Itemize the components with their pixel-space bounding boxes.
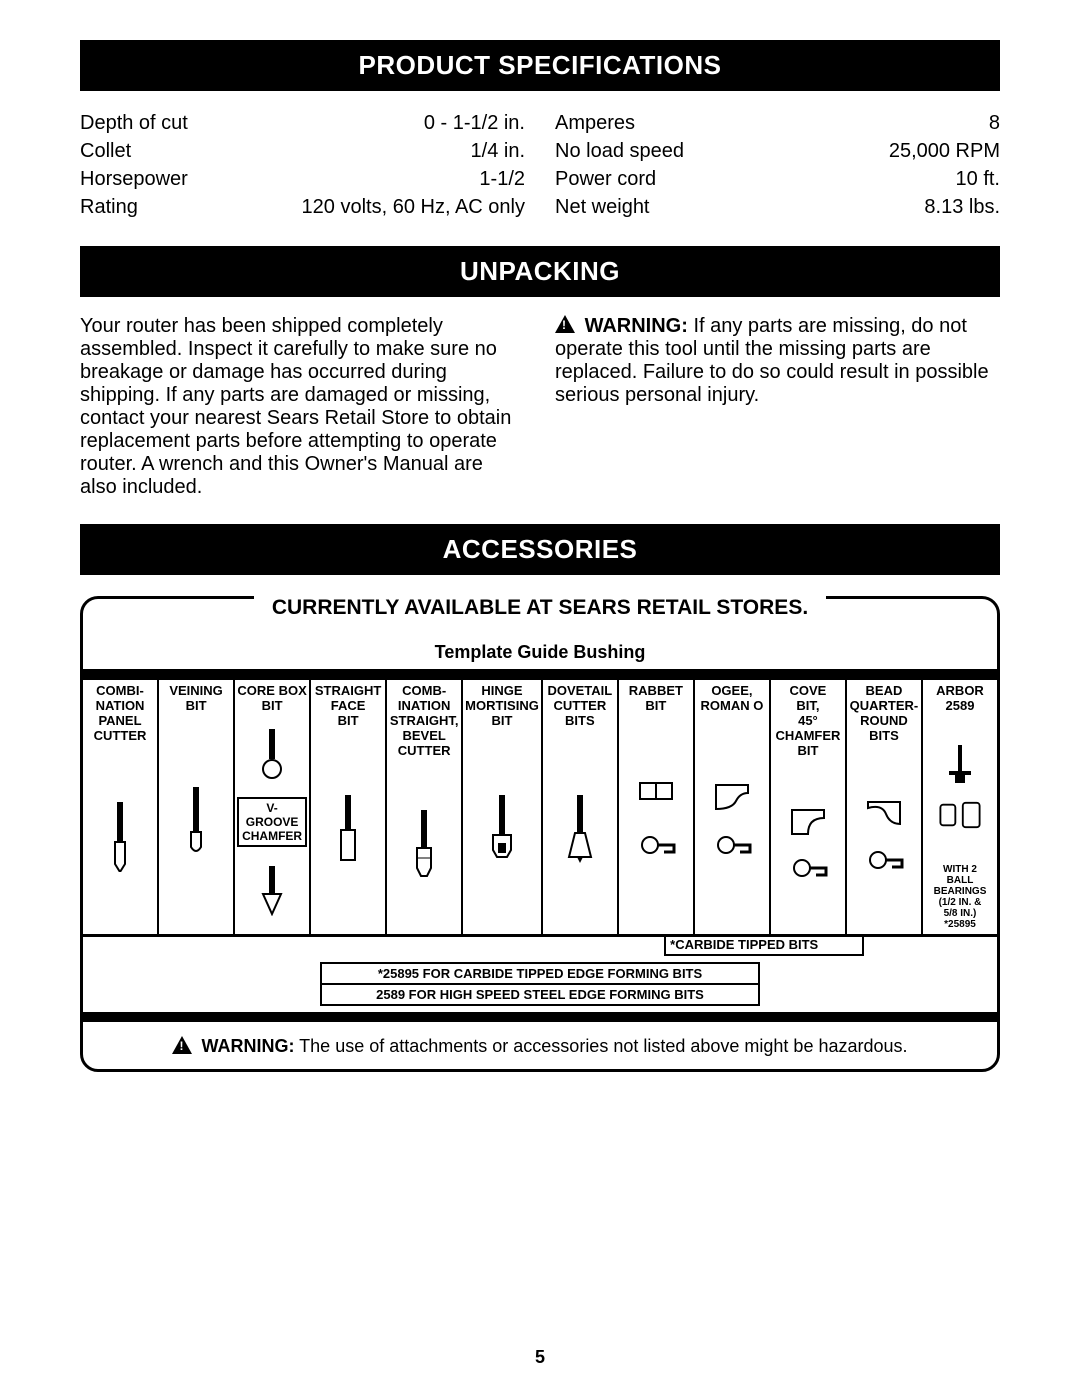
hazard-warning-text: The use of attachments or accessories no… bbox=[295, 1036, 908, 1056]
warning-label: WARNING: bbox=[585, 315, 688, 337]
bit-label: COVEBIT,45°CHAMFERBIT bbox=[773, 684, 843, 759]
spec-label: Collet bbox=[80, 137, 131, 165]
core-box-bit-icon bbox=[237, 714, 307, 793]
accessories-box: CURRENTLY AVAILABLE AT SEARS RETAIL STOR… bbox=[80, 596, 1000, 1072]
spec-label: Horsepower bbox=[80, 165, 188, 193]
bit-label: BEADQUARTER-ROUNDBITS bbox=[849, 684, 919, 744]
veining-bit-icon bbox=[161, 714, 231, 930]
forming-bits-note-1: *25895 FOR CARBIDE TIPPED EDGE FORMING B… bbox=[320, 962, 760, 985]
carbide-tipped-note: *CARBIDE TIPPED BITS bbox=[664, 935, 864, 956]
panel-cutter-icon bbox=[85, 744, 155, 930]
section-header-unpacking: UNPACKING bbox=[80, 246, 1000, 297]
bit-label: COMB-INATIONSTRAIGHT,BEVELCUTTER bbox=[389, 684, 459, 759]
bit-label: HINGEMORTISINGBIT bbox=[465, 684, 539, 729]
section-header-accessories: ACCESSORIES bbox=[80, 524, 1000, 575]
accessories-title-2: CURRENTLY AVAILABLE AT SEARS RETAIL STOR… bbox=[254, 595, 826, 620]
bits-table: COMBI-NATIONPANELCUTTER VEININGBIT CORE … bbox=[83, 677, 997, 937]
spec-label: Amperes bbox=[555, 109, 635, 137]
cove-bit-icon bbox=[773, 759, 843, 930]
bit-label: VEININGBIT bbox=[161, 684, 231, 714]
spec-label: Rating bbox=[80, 193, 138, 221]
spec-value: 1-1/2 bbox=[479, 165, 525, 193]
arbor-icon bbox=[925, 714, 995, 860]
spec-value: 0 - 1-1/2 in. bbox=[424, 109, 525, 137]
spec-label: No load speed bbox=[555, 137, 684, 165]
spec-label: Depth of cut bbox=[80, 109, 188, 137]
page-number: 5 bbox=[0, 1347, 1080, 1368]
bit-label: CORE BOXBIT bbox=[237, 684, 307, 714]
hinge-mortising-bit-icon bbox=[465, 729, 539, 930]
divider-bar bbox=[83, 1012, 997, 1022]
specs-table: Depth of cut0 - 1-1/2 in. Collet1/4 in. … bbox=[80, 109, 1000, 221]
arbor-notes: WITH 2BALLBEARINGS(1/2 IN. &5/8 IN.)*258… bbox=[925, 864, 995, 930]
rabbet-bit-icon bbox=[621, 714, 691, 930]
vgroove-bit-icon bbox=[237, 851, 307, 930]
warning-icon bbox=[555, 315, 575, 333]
spec-value: 10 ft. bbox=[956, 165, 1000, 193]
divider-bar bbox=[83, 669, 997, 677]
spec-value: 1/4 in. bbox=[471, 137, 525, 165]
spec-value: 120 volts, 60 Hz, AC only bbox=[302, 193, 525, 221]
straight-face-bit-icon bbox=[313, 729, 383, 930]
warning-icon bbox=[172, 1036, 192, 1054]
bit-label: OGEE,ROMAN O bbox=[697, 684, 767, 714]
dovetail-bit-icon bbox=[545, 729, 615, 930]
section-header-specs: PRODUCT SPECIFICATIONS bbox=[80, 40, 1000, 91]
bit-label: STRAIGHTFACEBIT bbox=[313, 684, 383, 729]
forming-bits-note-2: 2589 FOR HIGH SPEED STEEL EDGE FORMING B… bbox=[320, 985, 760, 1006]
unpacking-text: Your router has been shipped completely … bbox=[80, 315, 525, 499]
bit-label: COMBI-NATIONPANELCUTTER bbox=[85, 684, 155, 744]
bit-label: DOVETAILCUTTERBITS bbox=[545, 684, 615, 729]
combination-bit-icon bbox=[389, 759, 459, 930]
spec-label: Net weight bbox=[555, 193, 650, 221]
spec-value: 8 bbox=[989, 109, 1000, 137]
template-guide-label: Template Guide Bushing bbox=[83, 642, 997, 663]
spec-value: 8.13 lbs. bbox=[924, 193, 1000, 221]
hazard-warning-label: WARNING: bbox=[202, 1036, 295, 1056]
bead-bit-icon bbox=[849, 744, 919, 930]
bit-label: ARBOR2589 bbox=[925, 684, 995, 714]
ogee-bit-icon bbox=[697, 714, 767, 930]
spec-label: Power cord bbox=[555, 165, 656, 193]
bit-label: RABBETBIT bbox=[621, 684, 691, 714]
vgroove-chamfer-label: V-GROOVECHAMFER bbox=[237, 797, 307, 847]
spec-value: 25,000 RPM bbox=[889, 137, 1000, 165]
